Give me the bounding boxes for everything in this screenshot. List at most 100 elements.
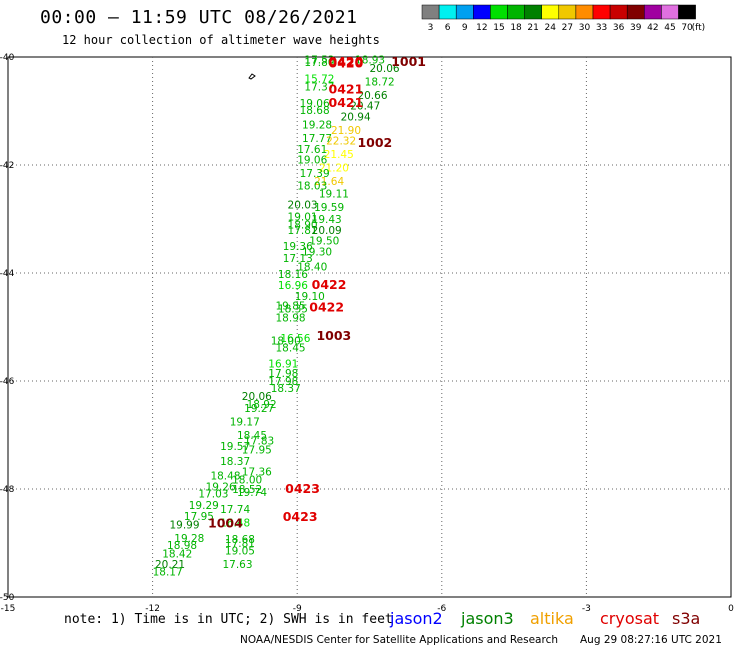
graticule bbox=[7, 56, 732, 598]
legend-label-36: 36 bbox=[613, 23, 625, 33]
wave-height-value: 20.66 bbox=[357, 90, 387, 102]
legend-label-3: 3 bbox=[428, 23, 434, 33]
pass-label: 1001 bbox=[391, 54, 426, 69]
wave-height-value: 17.98 bbox=[268, 376, 298, 388]
pass-label: 0421 bbox=[329, 95, 364, 110]
wave-height-value: 19.57 bbox=[220, 441, 250, 453]
wave-height-value: 22.32 bbox=[326, 136, 356, 148]
wave-height-value: 17.36 bbox=[242, 467, 272, 479]
wave-height-value: 17.77 bbox=[302, 133, 332, 145]
wave-height-value: 20.21 bbox=[155, 559, 185, 571]
pass-label: 0420 bbox=[329, 54, 364, 69]
wave-height-value: 21.64 bbox=[314, 176, 344, 188]
wave-height-value: 21.45 bbox=[324, 149, 354, 161]
wave-height-value: 18.37 bbox=[271, 383, 301, 395]
wave-height-value: 19.28 bbox=[174, 533, 204, 545]
wave-height-value: 17.61 bbox=[297, 144, 327, 156]
wave-height-value: 15.72 bbox=[304, 74, 334, 86]
wave-height-value: 17.37 bbox=[304, 82, 334, 94]
mission-cryosat: cryosat bbox=[600, 609, 660, 628]
x-tick-label: 0 bbox=[728, 604, 734, 614]
x-tick-label: -6 bbox=[437, 604, 446, 614]
legend-label-33: 33 bbox=[596, 23, 607, 33]
pass-label: 0422 bbox=[309, 299, 344, 314]
legend-swatch-70 bbox=[678, 4, 696, 20]
wave-height-value: 16.91 bbox=[268, 359, 298, 371]
page-title: 00:00 — 11:59 UTC 08/26/2021 bbox=[40, 7, 358, 28]
pass-label: 1004 bbox=[208, 515, 243, 530]
y-tick-label: -50 bbox=[0, 593, 15, 603]
wave-height-value: 19.05 bbox=[225, 546, 255, 558]
wave-height-value: 20.03 bbox=[288, 199, 318, 211]
wave-height-value: 20.06 bbox=[370, 63, 400, 75]
map-frame bbox=[7, 56, 732, 598]
y-tick-label: -44 bbox=[0, 269, 15, 279]
wave-height-value: 19.06 bbox=[300, 98, 330, 110]
legend-label-9: 9 bbox=[462, 23, 468, 33]
wave-height-value: 21.90 bbox=[331, 125, 361, 137]
legend-label-39: 39 bbox=[630, 23, 642, 33]
page-subtitle: 12 hour collection of altimeter wave hei… bbox=[62, 33, 380, 47]
legend-label-45: 45 bbox=[664, 23, 675, 33]
color-legend: 3 6 9 12 15 18 21 24 27 30 33 36 39 42 45 70(ft) bbox=[421, 4, 706, 33]
wave-height-value: 17.80 bbox=[304, 57, 334, 69]
wave-height-value: 19.74 bbox=[237, 487, 267, 499]
wave-height-value: 18.35 bbox=[278, 304, 308, 316]
wave-height-value: 18.03 bbox=[297, 181, 327, 193]
wave-height-value: 18.72 bbox=[365, 76, 395, 88]
wave-height-value: 21.20 bbox=[319, 163, 349, 175]
wave-height-value: 20.47 bbox=[350, 101, 380, 113]
wave-height-value: 19.50 bbox=[309, 236, 339, 248]
legend-units: (ft) bbox=[692, 23, 706, 33]
legend-label-21: 21 bbox=[527, 23, 538, 33]
wave-height-value: 18.16 bbox=[278, 269, 308, 281]
credit-line: NOAA/NESDIS Center for Satellite Applica… bbox=[240, 634, 558, 646]
wave-height-value: 19.26 bbox=[206, 481, 236, 493]
wave-height-value: 18.48 bbox=[210, 471, 240, 483]
legend-label-42: 42 bbox=[647, 23, 658, 33]
y-tick-label: -48 bbox=[0, 485, 15, 495]
wave-height-value: 18.40 bbox=[297, 262, 327, 274]
wave-height-value: 20.06 bbox=[242, 391, 272, 403]
wave-height-value: 19.85 bbox=[276, 300, 306, 312]
pass-label: 0422 bbox=[312, 277, 347, 292]
wave-height-value: 19.17 bbox=[230, 417, 260, 429]
wave-height-value: 18.45 bbox=[276, 343, 306, 355]
wave-height-value: 18.93 bbox=[355, 55, 385, 67]
wave-height-value: 20.09 bbox=[312, 225, 342, 237]
mission-s3a: s3a bbox=[672, 609, 701, 628]
wave-height-value: 17.74 bbox=[220, 504, 250, 516]
wave-height-value: 16.96 bbox=[278, 280, 308, 292]
wave-height-value: 19.11 bbox=[319, 189, 349, 201]
wave-height-value: 16.56 bbox=[280, 333, 310, 345]
wave-height-value: 18.37 bbox=[220, 456, 250, 468]
wave-height-value: 18.52 bbox=[232, 484, 262, 496]
wave-height-value: 19.06 bbox=[297, 155, 327, 167]
pass-label: 1003 bbox=[316, 328, 351, 343]
wave-height-value: 17.53 bbox=[304, 55, 334, 67]
wave-height-value: 18.68 bbox=[300, 105, 330, 117]
x-tick-label: -15 bbox=[1, 604, 16, 614]
wave-height-value: 18.92 bbox=[247, 399, 277, 411]
pass-label: 1002 bbox=[357, 135, 392, 150]
pass-label: 0423 bbox=[283, 509, 318, 524]
pass-label: 0420 bbox=[329, 55, 364, 70]
x-tick-label: -3 bbox=[582, 604, 591, 614]
x-tick-label: -9 bbox=[293, 604, 302, 614]
legend-label-24: 24 bbox=[545, 23, 557, 33]
wave-height-value: 18.68 bbox=[225, 534, 255, 546]
pass-label: 0423 bbox=[285, 481, 320, 496]
wave-height-value: 18.45 bbox=[237, 430, 267, 442]
mission-jason2: jason2 bbox=[390, 609, 443, 628]
legend-label-30: 30 bbox=[579, 23, 591, 33]
legend-label-70: 70 bbox=[681, 23, 693, 33]
wave-height-value: 20.94 bbox=[341, 111, 371, 123]
wave-height-value: 17.63 bbox=[222, 559, 252, 571]
y-tick-label: -42 bbox=[0, 161, 14, 171]
wave-height-value: 18.42 bbox=[162, 548, 192, 560]
legend-label-6: 6 bbox=[445, 23, 451, 33]
x-tick-label: -12 bbox=[145, 604, 160, 614]
island-outline bbox=[248, 73, 256, 80]
wave-height-value: 17.81 bbox=[288, 225, 318, 237]
